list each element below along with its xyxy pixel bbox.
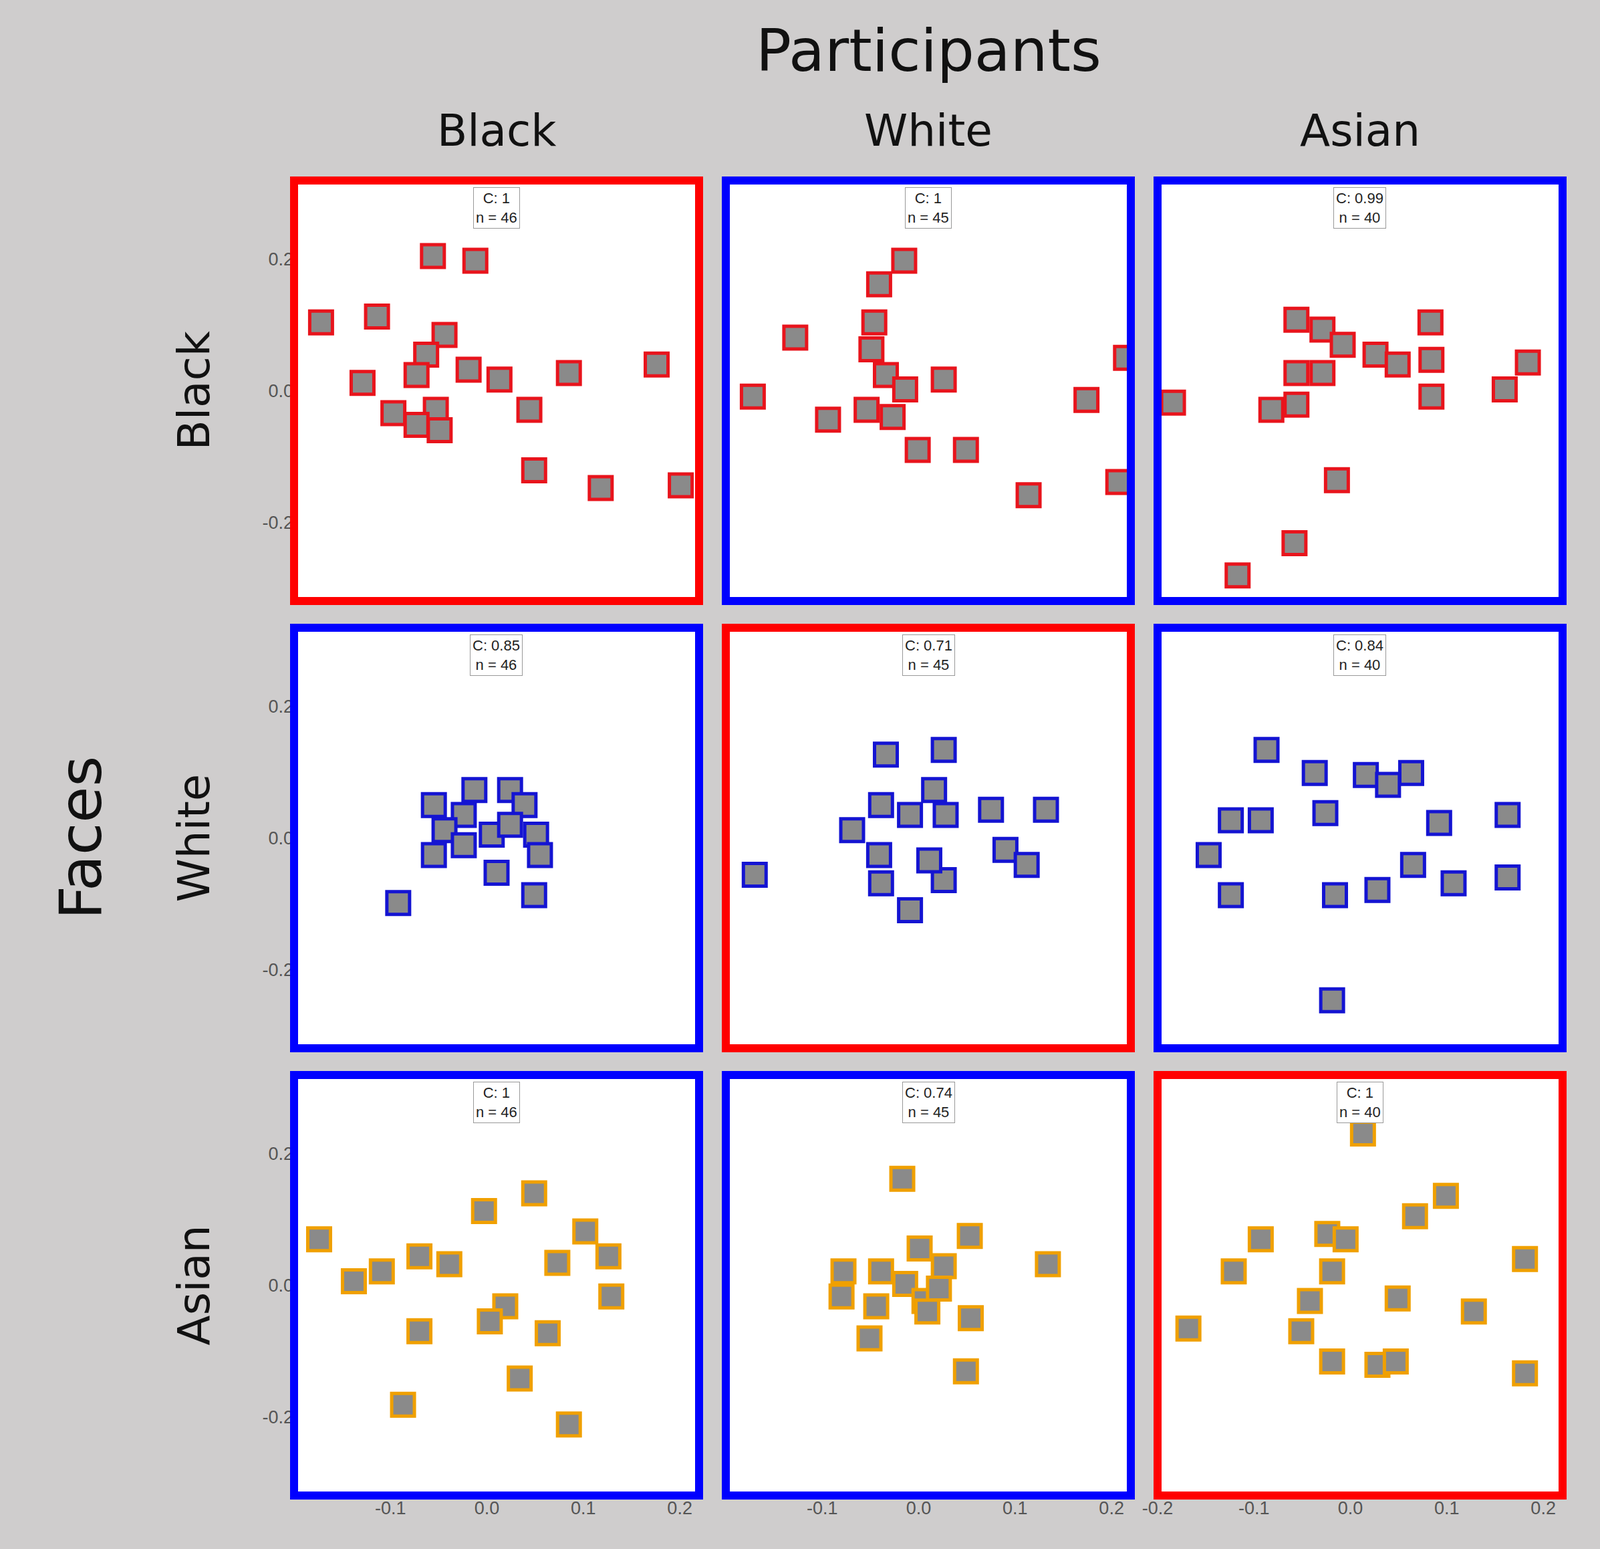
svg-text:Participants: Participants <box>755 16 1102 85</box>
svg-text:0.0: 0.0 <box>268 380 294 402</box>
svg-text:0.0: 0.0 <box>1338 1497 1364 1518</box>
svg-text:C: 0.74n = 45: C: 0.74n = 45 <box>904 1084 953 1121</box>
svg-text:C: 1n = 40: C: 1n = 40 <box>1339 1084 1381 1121</box>
svg-text:Black: Black <box>168 330 220 450</box>
svg-text:Black: Black <box>437 104 557 157</box>
svg-text:C: 1n = 46: C: 1n = 46 <box>475 189 518 226</box>
svg-text:0.0: 0.0 <box>906 1497 932 1518</box>
svg-text:White: White <box>168 773 220 903</box>
svg-text:0.0: 0.0 <box>268 1275 294 1296</box>
svg-text:0.0: 0.0 <box>474 1497 500 1518</box>
svg-text:-0.1: -0.1 <box>806 1497 839 1518</box>
svg-text:C: 0.84n = 40: C: 0.84n = 40 <box>1336 636 1384 674</box>
svg-text:C: 1n = 45: C: 1n = 45 <box>907 189 950 226</box>
svg-text:-0.1: -0.1 <box>1238 1497 1270 1518</box>
svg-text:C: 0.85n = 46: C: 0.85n = 46 <box>472 636 520 674</box>
svg-text:0.1: 0.1 <box>1434 1497 1460 1518</box>
svg-text:0.2: 0.2 <box>268 249 294 270</box>
svg-text:0.2: 0.2 <box>268 696 294 717</box>
svg-text:0.2: 0.2 <box>1530 1497 1556 1518</box>
svg-text:Asian: Asian <box>168 1224 220 1345</box>
svg-text:0.2: 0.2 <box>667 1497 693 1518</box>
svg-text:C: 0.99n = 40: C: 0.99n = 40 <box>1336 189 1384 226</box>
svg-text:-0.2: -0.2 <box>261 1406 294 1427</box>
svg-text:White: White <box>864 104 993 157</box>
svg-text:-0.2: -0.2 <box>1142 1497 1174 1518</box>
svg-text:-0.2: -0.2 <box>261 959 294 980</box>
svg-text:C: 1n = 46: C: 1n = 46 <box>475 1084 518 1121</box>
svg-text:0.0: 0.0 <box>268 828 294 849</box>
svg-text:0.2: 0.2 <box>268 1143 294 1164</box>
svg-text:Asian: Asian <box>1299 104 1421 157</box>
svg-text:-0.2: -0.2 <box>261 512 294 533</box>
svg-text:-0.1: -0.1 <box>374 1497 407 1518</box>
svg-text:C: 0.71n = 45: C: 0.71n = 45 <box>904 636 953 674</box>
svg-text:0.2: 0.2 <box>1098 1497 1125 1518</box>
svg-text:0.1: 0.1 <box>1002 1497 1028 1518</box>
svg-text:0.1: 0.1 <box>570 1497 597 1518</box>
svg-text:Faces: Faces <box>46 755 115 920</box>
